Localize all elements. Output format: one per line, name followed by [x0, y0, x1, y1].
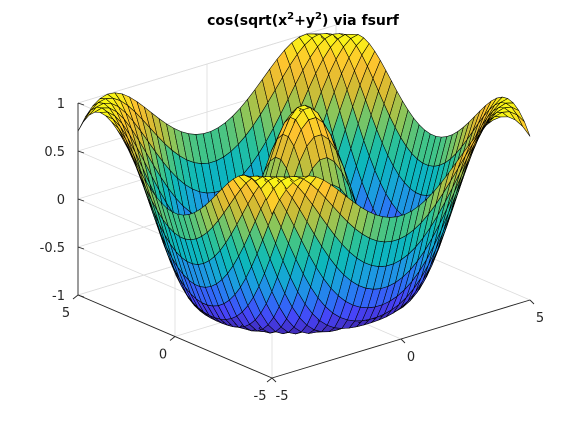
z-tick-label: 0.5	[44, 145, 65, 160]
y-tick-label: 5	[62, 306, 70, 321]
x-tick-label: -5	[276, 389, 289, 404]
y-tick-label: -5	[254, 389, 267, 404]
title-prefix: cos(sqrt(x	[207, 13, 287, 29]
z-tick-mark	[77, 246, 85, 250]
title-suffix: ) via fsurf	[322, 13, 400, 29]
z-tick-mark	[77, 294, 85, 298]
z-tick-label: 1	[57, 97, 65, 112]
box-edge-top-back	[77, 24, 337, 104]
y-tick-mark	[169, 336, 176, 341]
surface-mesh	[77, 33, 531, 335]
x-tick-mark	[271, 377, 277, 383]
x-tick-label: 0	[407, 350, 415, 365]
y-tick-mark	[266, 377, 273, 383]
z-tick-mark	[77, 150, 85, 154]
x-tick-mark	[400, 338, 406, 344]
x-tick-label: 5	[536, 311, 544, 326]
x-tick-mark	[529, 299, 535, 305]
z-tick-mark	[77, 198, 85, 202]
y-tick-label: 0	[159, 348, 167, 363]
title-middle: +y	[294, 13, 315, 29]
z-tick-label: -0.5	[40, 241, 65, 256]
tick-labels: -5 0 5 -5 0 5 -1 -0.5 0 0.5 1	[40, 97, 545, 404]
surface-patch	[516, 114, 531, 137]
title-sup-1: 2	[287, 11, 294, 22]
z-tick-label: -1	[52, 289, 65, 304]
y-tick-mark	[72, 294, 79, 300]
chart-title: cos(sqrt(x2+y2) via fsurf	[207, 11, 400, 29]
title-sup-2: 2	[315, 11, 322, 22]
z-tick-mark	[77, 102, 85, 106]
z-tick-label: 0	[57, 193, 65, 208]
